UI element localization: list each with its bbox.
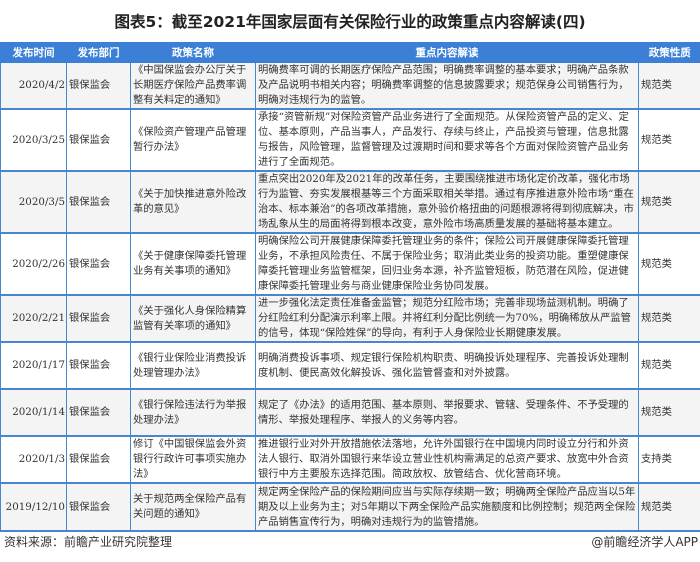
cell-type: 规范类 [638, 233, 700, 296]
cell-policy-name: 《关于加快推进意外险改革的意见》 [130, 171, 256, 234]
cell-type: 规范类 [638, 342, 700, 390]
cell-date: 2020/2/21 [0, 295, 67, 343]
cell-type: 规范类 [638, 109, 700, 172]
cell-type: 规范类 [638, 295, 700, 343]
brand-credit: @前瞻经济学人APP [591, 535, 698, 549]
cell-policy-name: 《保险资产管理产品管理暂行办法》 [130, 109, 256, 172]
cell-date: 2020/1/17 [0, 342, 67, 390]
cell-type: 规范类 [638, 483, 700, 532]
cell-content: 明确消费投诉事项、规定银行保险机构职责、明确投诉处理程序、完善投诉处理制度机制、… [255, 342, 639, 390]
cell-content: 明确保险公司开展健康保障委托管理业务的条件；保险公司开展健康保障委托管理业务，不… [255, 233, 639, 296]
table-header: 发布时间 发布部门 政策名称 重点内容解读 政策性质 [0, 42, 700, 63]
col-header-content: 重点内容解读 [255, 42, 639, 63]
cell-date: 2020/4/2 [0, 63, 67, 110]
cell-date: 2020/3/25 [0, 109, 67, 172]
cell-dept: 银保监会 [66, 63, 131, 110]
table-row: 2020/4/2 银保监会 《中国保监会办公厅关于长期医疗保险产品费率调整有关料定的… [0, 63, 700, 110]
cell-date: 2020/2/26 [0, 233, 67, 296]
table-row: 2020/2/26 银保监会 《关于健康保障委托管理业务有关事项的通知》 明确保险公司… [0, 233, 700, 296]
cell-dept: 银保监会 [66, 436, 131, 484]
cell-dept: 银保监会 [66, 483, 131, 532]
cell-content: 承接“资管新规”对保险资管产品业务进行了全面规范。从保险资管产品的定义、定位、基… [255, 109, 639, 172]
source-note: 资料来源：前瞻产业研究院整理 [4, 535, 173, 549]
cell-date: 2020/3/5 [0, 171, 67, 234]
cell-date: 2019/12/10 [0, 483, 67, 532]
cell-type: 规范类 [638, 171, 700, 234]
col-header-name: 政策名称 [130, 42, 256, 63]
cell-dept: 银保监会 [66, 295, 131, 343]
cell-policy-name: 《中国保监会办公厅关于长期医疗保险产品费率调整有关料定的通知》 [130, 63, 256, 110]
table-row: 2020/1/17 银保监会 《银行业保险业消费投诉处理管理办法》 明确消费投诉事项、… [0, 342, 700, 390]
cell-date: 2020/1/14 [0, 389, 67, 437]
table-row: 2020/3/25 银保监会 《保险资产管理产品管理暂行办法》 承接“资管新规”对保险… [0, 109, 700, 172]
cell-policy-name: 关于规范两全保险产品有关问题的通知》 [130, 483, 256, 532]
cell-policy-name: 《银行业保险业消费投诉处理管理办法》 [130, 342, 256, 390]
cell-policy-name: 《关于强化人身保险精算监管有关率项的通知》 [130, 295, 256, 343]
cell-content: 规定两全保险产品的保险期间应当与实际存续期一致；明确两全保险产品应当以5年期及以… [255, 483, 639, 532]
cell-dept: 银保监会 [66, 389, 131, 437]
col-header-type: 政策性质 [638, 42, 700, 63]
cell-policy-name: 《关于健康保障委托管理业务有关事项的通知》 [130, 233, 256, 296]
cell-type: 规范类 [638, 63, 700, 110]
cell-content: 重点突出2020年及2021年的改革任务，主要围绕推进市场化定价改革，强化市场行… [255, 171, 639, 234]
cell-dept: 银保监会 [66, 233, 131, 296]
col-header-dept: 发布部门 [66, 42, 131, 63]
page-title: 图表5：截至2021年国家层面有关保险行业的政策重点内容解读(四) [114, 13, 586, 31]
cell-content: 明确费率可调的长期医疗保险产品范围；明确费率调整的基本要求；明确产品条款及产品说… [255, 63, 639, 110]
cell-type: 规范类 [638, 389, 700, 437]
cell-dept: 银保监会 [66, 342, 131, 390]
table-row: 2020/1/14 银保监会 《银行保险违法行为举报处理办法》 规定了《办法》的适用范… [0, 389, 700, 437]
table-row: 2020/3/5 银保监会 《关于加快推进意外险改革的意见》 重点突出2020年及20… [0, 171, 700, 234]
cell-content: 规定了《办法》的适用范围、基本原则、举报要求、管辖、受理条件、不予受理的情形、举… [255, 389, 639, 437]
table-row: 2020/1/3 银保监会 修订《中国银保监会外资银行行政许可事项实施办法》 推进银行… [0, 436, 700, 484]
cell-dept: 银保监会 [66, 109, 131, 172]
cell-content: 推进银行业对外开放措施依法落地，允许外国银行在中国境内同时设立分行和外资法人银行… [255, 436, 639, 484]
table-row: 2019/12/10 银保监会 关于规范两全保险产品有关问题的通知》 规定两全保险产品… [0, 483, 700, 532]
cell-policy-name: 修订《中国银保监会外资银行行政许可事项实施办法》 [130, 436, 256, 484]
col-header-date: 发布时间 [0, 42, 67, 63]
cell-date: 2020/1/3 [0, 436, 67, 484]
policy-table: 发布时间 发布部门 政策名称 重点内容解读 政策性质 2020/4/2 银保监会《… [0, 42, 700, 532]
cell-type: 支持类 [638, 436, 700, 484]
cell-dept: 银保监会 [66, 171, 131, 234]
cell-policy-name: 《银行保险违法行为举报处理办法》 [130, 389, 256, 437]
table-row: 2020/2/21 银保监会 《关于强化人身保险精算监管有关率项的通知》 进一步强化法… [0, 295, 700, 343]
cell-content: 进一步强化法定责任准备金监管；规范分红险市场；完善非现场益测机制。明确了分红险红… [255, 295, 639, 343]
